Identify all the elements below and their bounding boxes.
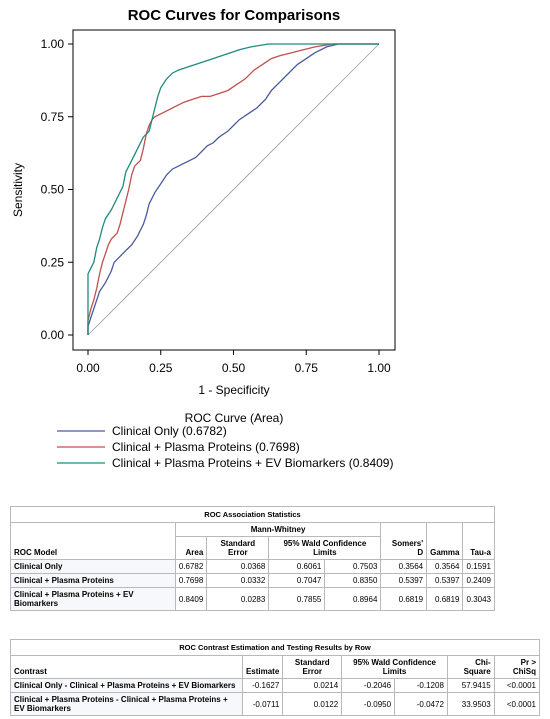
x-tick-label: 0.50 [222, 361, 246, 375]
col-wald-ci: 95% Wald Confidence Limits [268, 536, 382, 560]
cell-tau-a: 0.3043 [462, 587, 495, 611]
y-tick-label: 0.25 [41, 255, 65, 269]
cell-chi-square: 57.9415 [446, 678, 495, 693]
table-row: Clinical + Plasma Proteins 0.7698 0.0332 0.… [10, 573, 495, 588]
cell-se: 0.0122 [282, 692, 343, 716]
roc-chart: ROC Curves for Comparisons 0.00 0.25 0.50 0… [11, 7, 396, 470]
x-tick-label: 0.00 [76, 361, 100, 375]
col-roc-model: ROC Model [10, 522, 176, 560]
cell-ci-lower: 0.7047 [268, 573, 326, 588]
table2-title: ROC Contrast Estimation and Testing Resu… [10, 639, 540, 656]
cell-tau-a: 0.2409 [462, 573, 495, 588]
y-tick-label: 0.50 [41, 183, 65, 197]
col-chi-square: Chi-Square [446, 655, 495, 679]
cell-estimate: -0.0711 [241, 692, 284, 716]
roc-curves [87, 43, 379, 335]
contrast-table-wrap: ROC Contrast Estimation and Testing Resu… [10, 639, 541, 716]
cell-ci-upper: -0.1208 [394, 678, 448, 693]
legend-series-area: (0.7698) [255, 440, 300, 454]
x-axis: 0.00 0.25 0.50 0.75 1.00 [76, 350, 391, 375]
cell-area: 0.6782 [174, 559, 208, 574]
cell-p-value: <0.0001 [493, 678, 541, 693]
y-tick-label: 1.00 [41, 37, 65, 51]
row-contrast: Clinical + Plasma Proteins - Clinical + … [10, 692, 243, 716]
cell-p-value: <0.0001 [493, 692, 541, 716]
cell-area: 0.8409 [174, 587, 208, 611]
col-p-value: Pr > ChiSq [493, 655, 541, 679]
mann-whitney-header: Mann-Whitney [174, 522, 382, 537]
cell-gamma: 0.3564 [426, 559, 464, 574]
cell-ci-lower: -0.2046 [341, 678, 396, 693]
association-stats-table-wrap: ROC Association Statistics ROC Model Man… [10, 506, 495, 611]
row-model: Clinical + Plasma Proteins [10, 573, 176, 588]
cell-ci-lower: 0.7855 [268, 587, 326, 611]
cell-se: 0.0214 [282, 678, 343, 693]
row-model: Clinical Only [10, 559, 176, 574]
cell-tau-a: 0.1591 [462, 559, 495, 574]
legend-entry: Clinical + Plasma Proteins + EV Biomarke… [112, 456, 393, 470]
cell-ci-upper: -0.0472 [394, 692, 448, 716]
y-axis-label: Sensitivity [11, 163, 25, 217]
cell-gamma: 0.5397 [426, 573, 464, 588]
diagonal-reference-line [87, 43, 380, 336]
col-standard-error: Standard Error [206, 536, 270, 560]
roc-curve-series-1 [87, 43, 379, 335]
cell-somers-d: 0.3564 [380, 559, 428, 574]
col-contrast-standard-error: Standard Error [282, 655, 343, 679]
table-row: Clinical + Plasma Proteins - Clinical + … [10, 692, 541, 716]
legend-series-name: Clinical Only [112, 424, 179, 438]
cell-somers-d: 0.6819 [380, 587, 428, 611]
cell-ci-upper: 0.7503 [324, 559, 382, 574]
cell-ci-upper: 0.8350 [324, 573, 382, 588]
y-axis: 0.00 0.25 0.50 0.75 1.00 [41, 37, 73, 342]
col-contrast: Contrast [10, 655, 243, 679]
legend-series-name: Clinical + Plasma Proteins + EV Biomarke… [112, 456, 345, 470]
cell-gamma: 0.6819 [426, 587, 464, 611]
col-somers-d: Somers' D [380, 522, 428, 560]
legend-title: ROC Curve (Area) [185, 411, 284, 425]
legend-series-area: (0.6782) [182, 424, 227, 438]
col-tau-a: Tau-a [462, 522, 495, 560]
cell-se: 0.0368 [206, 559, 270, 574]
roc-curve-series-3 [87, 43, 379, 335]
col-area: Area [174, 536, 208, 560]
cell-se: 0.0283 [206, 587, 270, 611]
legend-entry: Clinical + Plasma Proteins (0.7698) [112, 440, 300, 454]
contrast-table: ROC Contrast Estimation and Testing Resu… [10, 639, 541, 716]
association-stats-table: ROC Association Statistics ROC Model Man… [10, 506, 495, 611]
roc-curve-series-2 [87, 43, 379, 335]
cell-ci-lower: 0.6061 [268, 559, 326, 574]
col-gamma: Gamma [426, 522, 464, 560]
table-row: Clinical + Plasma Proteins + EV Biomarke… [10, 587, 495, 611]
cell-se: 0.0332 [206, 573, 270, 588]
legend-entry: Clinical Only (0.6782) [112, 424, 227, 438]
x-tick-label: 0.75 [295, 361, 319, 375]
col-estimate: Estimate [241, 655, 284, 679]
col-contrast-wald-ci: 95% Wald Confidence Limits [341, 655, 448, 679]
table1-title: ROC Association Statistics [10, 506, 495, 523]
row-contrast: Clinical Only - Clinical + Plasma Protei… [10, 678, 243, 693]
cell-area: 0.7698 [174, 573, 208, 588]
row-model: Clinical + Plasma Proteins + EV Biomarke… [10, 587, 176, 611]
y-tick-label: 0.00 [41, 328, 65, 342]
legend-series-name: Clinical + Plasma Proteins [112, 440, 252, 454]
cell-ci-upper: 0.8964 [324, 587, 382, 611]
table-row: Clinical Only 0.6782 0.0368 0.6061 0.7503 0.3… [10, 559, 495, 574]
cell-chi-square: 33.9503 [446, 692, 495, 716]
cell-estimate: -0.1627 [241, 678, 284, 693]
chart-title: ROC Curves for Comparisons [128, 7, 341, 24]
x-tick-label: 0.25 [149, 361, 173, 375]
x-tick-label: 1.00 [367, 361, 391, 375]
legend-series-area: (0.8409) [349, 456, 394, 470]
table-row: Clinical Only - Clinical + Plasma Protei… [10, 678, 541, 693]
x-axis-label: 1 - Specificity [198, 383, 269, 397]
cell-somers-d: 0.5397 [380, 573, 428, 588]
legend: Clinical Only (0.6782) Clinical + Plasma … [57, 424, 393, 470]
cell-ci-lower: -0.0950 [341, 692, 396, 716]
y-tick-label: 0.75 [41, 110, 65, 124]
